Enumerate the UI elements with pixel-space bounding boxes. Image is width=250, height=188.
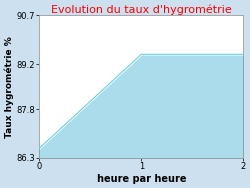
Title: Evolution du taux d'hygrométrie: Evolution du taux d'hygrométrie (51, 4, 232, 15)
Y-axis label: Taux hygrométrie %: Taux hygrométrie % (4, 36, 14, 138)
X-axis label: heure par heure: heure par heure (96, 174, 186, 184)
